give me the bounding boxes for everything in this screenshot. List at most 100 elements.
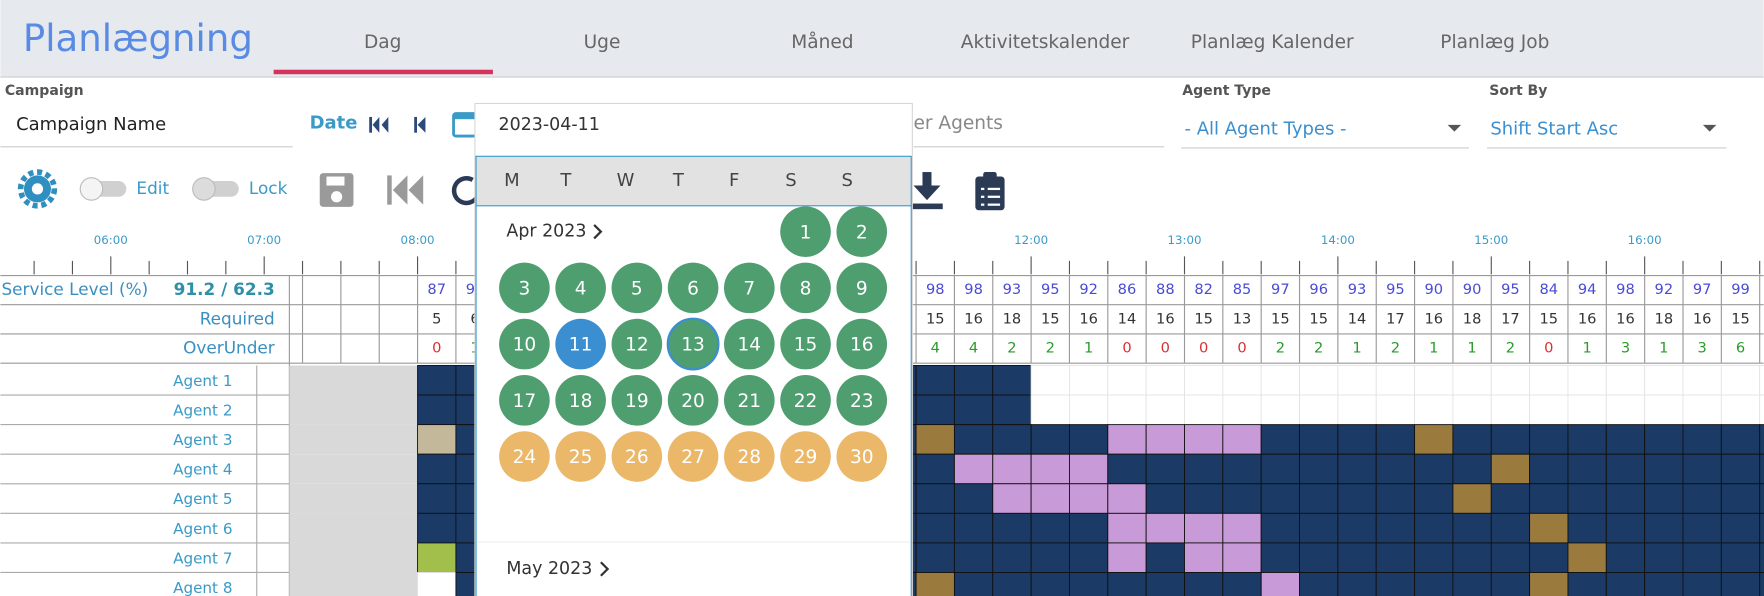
nav-tab[interactable]: Uge (584, 32, 621, 53)
shift-cell[interactable] (1337, 453, 1377, 485)
shift-cell[interactable] (1030, 424, 1070, 455)
shift-cell[interactable] (1682, 453, 1722, 485)
shift-cell[interactable] (1107, 453, 1147, 485)
day-cell[interactable] (780, 262, 831, 314)
shift-cell[interactable] (1375, 365, 1416, 396)
shift-cell[interactable] (1490, 572, 1531, 596)
shift-cell[interactable] (992, 512, 1032, 544)
shift-cell[interactable] (1452, 512, 1492, 544)
shift-cell[interactable] (1529, 572, 1569, 596)
shift-cell[interactable] (1720, 572, 1761, 596)
shift-cell[interactable] (1644, 483, 1684, 514)
shift-cell[interactable] (953, 483, 994, 514)
shift-cell[interactable] (953, 542, 994, 573)
shift-cell[interactable] (1260, 453, 1300, 485)
shift-cell[interactable] (1184, 572, 1224, 596)
shift-cell[interactable] (1375, 394, 1416, 426)
shift-cell[interactable] (1145, 483, 1185, 514)
shift-cell[interactable] (1759, 453, 1764, 485)
agent-name[interactable]: Agent 1 (173, 372, 232, 390)
nav-tab[interactable]: Aktivitetskalender (961, 32, 1130, 53)
shift-cell[interactable] (915, 365, 955, 396)
shift-cell[interactable] (1682, 424, 1722, 455)
shift-cell[interactable] (1107, 365, 1147, 396)
shift-cell[interactable] (1337, 483, 1377, 514)
shift-cell[interactable] (1145, 512, 1185, 544)
day-cell[interactable] (499, 431, 550, 482)
shift-cell[interactable] (1490, 365, 1531, 396)
shift-cell[interactable] (1720, 424, 1761, 455)
shift-cell[interactable] (1145, 572, 1185, 596)
shift-cell[interactable] (915, 483, 955, 514)
agent-type-select[interactable]: - All Agent Types - (1184, 118, 1346, 139)
shift-cell[interactable] (1720, 542, 1761, 573)
shift-cell[interactable] (1644, 512, 1684, 544)
day-cell[interactable] (724, 318, 775, 370)
shift-cell[interactable] (1490, 542, 1531, 573)
shift-cell[interactable] (1299, 483, 1339, 514)
shift-cell[interactable] (1299, 394, 1339, 426)
day-cell[interactable] (666, 317, 720, 371)
shift-cell[interactable] (1490, 512, 1531, 544)
shift-cell[interactable] (1490, 453, 1531, 485)
settings-button[interactable] (17, 169, 58, 209)
shift-cell[interactable] (1030, 453, 1070, 485)
shift-cell[interactable] (1682, 512, 1722, 544)
shift-cell[interactable] (1414, 365, 1454, 396)
shift-cell[interactable] (1260, 483, 1300, 514)
day-cell[interactable] (555, 375, 606, 426)
shift-cell[interactable] (992, 394, 1032, 426)
shift-cell[interactable] (1299, 512, 1339, 544)
shift-cell[interactable] (1184, 542, 1224, 573)
agent-name[interactable]: Agent 2 (173, 401, 232, 419)
shift-cell[interactable] (1184, 453, 1224, 485)
shift-cell[interactable] (1452, 572, 1492, 596)
day-cell[interactable] (555, 262, 606, 314)
shift-cell[interactable] (417, 512, 457, 544)
day-cell[interactable] (724, 431, 775, 482)
shift-cell[interactable] (1490, 483, 1531, 514)
day-cell[interactable] (499, 262, 550, 314)
shift-cell[interactable] (1145, 365, 1185, 396)
day-cell[interactable] (724, 262, 775, 314)
day-cell[interactable] (780, 206, 831, 257)
shift-cell[interactable] (1069, 453, 1109, 485)
shift-cell[interactable] (417, 483, 457, 514)
shift-cell[interactable] (953, 512, 994, 544)
shift-cell[interactable] (1222, 483, 1262, 514)
shift-cell[interactable] (1145, 424, 1185, 455)
shift-cell[interactable] (1375, 424, 1416, 455)
sort-select[interactable]: Shift Start Asc (1490, 118, 1618, 139)
shift-cell[interactable] (1260, 424, 1300, 455)
shift-cell[interactable] (1644, 453, 1684, 485)
campaign-input[interactable]: Campaign Name (16, 114, 166, 135)
shift-cell[interactable] (1069, 424, 1109, 455)
lock-toggle[interactable] (192, 177, 239, 201)
shift-cell[interactable] (915, 394, 955, 426)
shift-cell[interactable] (1452, 453, 1492, 485)
shift-cell[interactable] (1720, 483, 1761, 514)
shift-cell[interactable] (1299, 453, 1339, 485)
shift-cell[interactable] (1222, 512, 1262, 544)
shift-cell[interactable] (1337, 424, 1377, 455)
shift-cell[interactable] (1529, 483, 1569, 514)
shift-cell[interactable] (1529, 424, 1569, 455)
shift-cell[interactable] (1260, 542, 1300, 573)
day-cell[interactable] (611, 431, 663, 482)
datepicker-input[interactable]: 2023-04-11 (499, 115, 600, 135)
shift-cell[interactable] (1682, 365, 1722, 396)
shift-cell[interactable] (1605, 572, 1646, 596)
shift-cell[interactable] (1030, 512, 1070, 544)
shift-cell[interactable] (1567, 483, 1607, 514)
day-cell[interactable] (780, 318, 831, 370)
shift-cell[interactable] (1222, 453, 1262, 485)
shift-cell[interactable] (953, 394, 994, 426)
shift-cell[interactable] (1337, 572, 1377, 596)
day-cell[interactable] (499, 375, 550, 426)
shift-cell[interactable] (1567, 365, 1607, 396)
shift-cell[interactable] (1720, 365, 1761, 396)
shift-cell[interactable] (1759, 542, 1764, 573)
shift-cell[interactable] (1490, 394, 1531, 426)
shift-cell[interactable] (1184, 424, 1224, 455)
shift-cell[interactable] (1605, 365, 1646, 396)
